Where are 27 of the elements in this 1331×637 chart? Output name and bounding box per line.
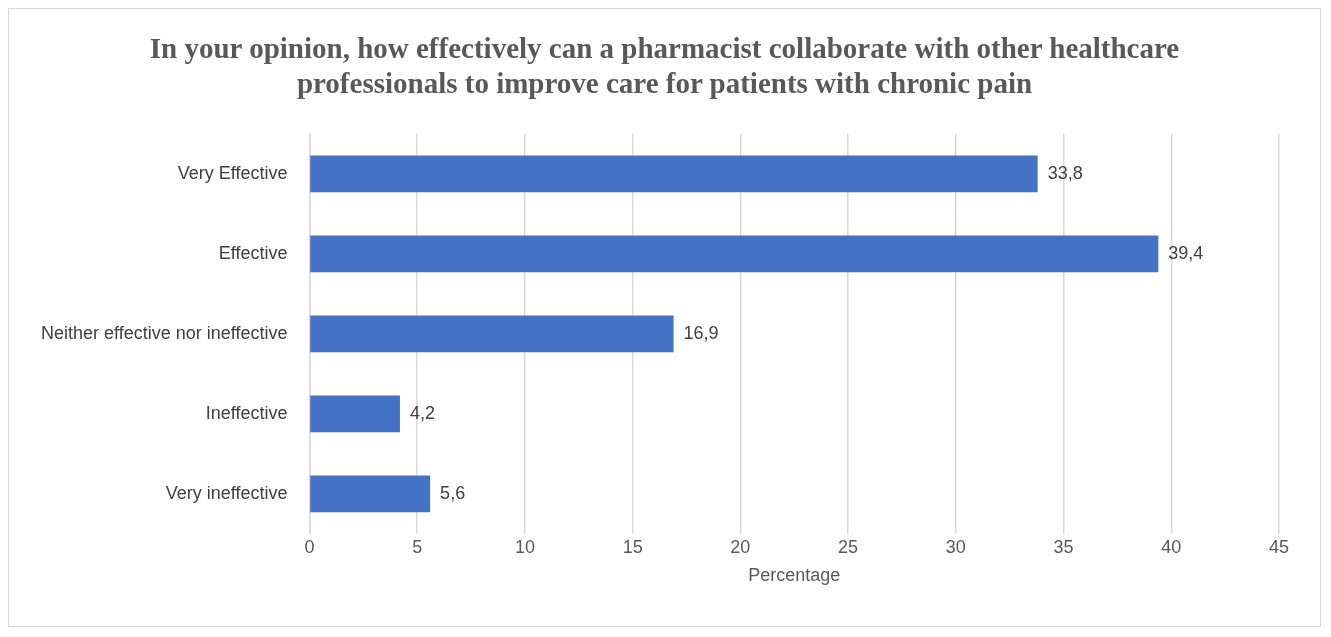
x-tick-label: 35 xyxy=(1053,536,1074,557)
bar xyxy=(310,474,431,512)
chart-title: In your opinion, how effectively can a pharmacist collaborate with other healthcare professionals to improve care for patients with chronic pain xyxy=(148,31,1181,101)
x-tick-label: 40 xyxy=(1161,536,1182,557)
bar xyxy=(310,234,1159,272)
bar xyxy=(310,314,674,352)
x-tick-label: 10 xyxy=(514,536,535,557)
x-tick-label: 5 xyxy=(412,536,423,557)
y-tick-label: Neither effective nor ineffective xyxy=(40,322,288,343)
x-tick-label: 15 xyxy=(622,536,643,557)
x-tick-label: 20 xyxy=(730,536,751,557)
data-label: 39,4 xyxy=(1168,242,1204,263)
data-label: 5,6 xyxy=(440,482,466,503)
x-tick-label: 30 xyxy=(945,536,966,557)
y-tick-label: Effective xyxy=(218,242,288,263)
data-label: 33,8 xyxy=(1047,162,1083,183)
y-tick-label: Very Effective xyxy=(177,162,288,183)
bar xyxy=(310,394,400,432)
x-tick-label: 25 xyxy=(838,536,859,557)
bar xyxy=(310,154,1038,192)
x-tick-label: 0 xyxy=(304,536,315,557)
y-tick-label: Very ineffective xyxy=(165,482,288,503)
x-tick-label: 45 xyxy=(1268,536,1290,557)
y-tick-label: Ineffective xyxy=(205,402,288,423)
x-axis-title: Percentage xyxy=(748,564,841,585)
data-label: 16,9 xyxy=(683,322,719,343)
data-label: 4,2 xyxy=(409,402,435,423)
